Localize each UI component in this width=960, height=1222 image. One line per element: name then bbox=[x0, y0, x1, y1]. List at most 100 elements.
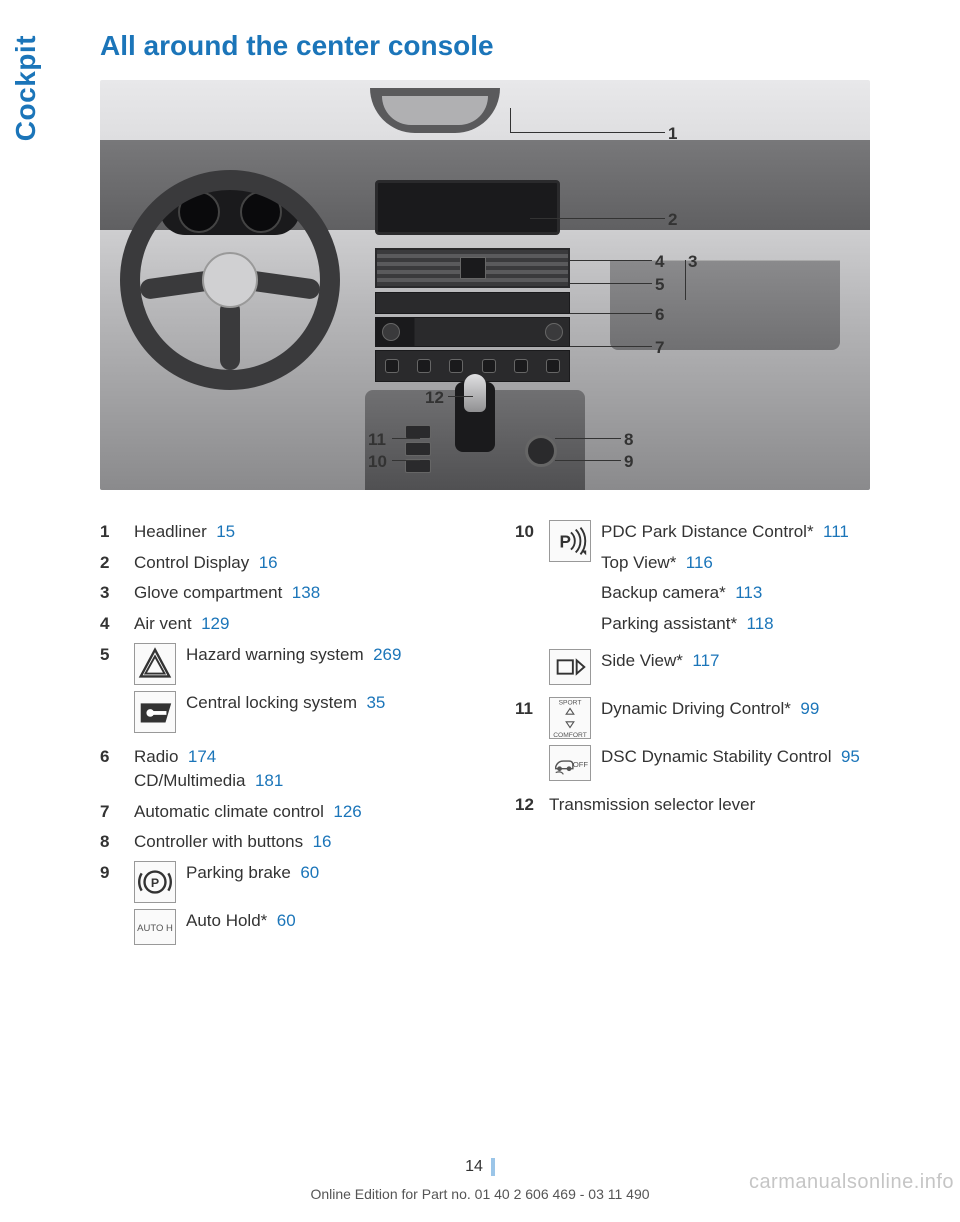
sideview-icon bbox=[549, 649, 591, 685]
diagram-shifter bbox=[455, 382, 495, 452]
legend-number: 8 bbox=[100, 830, 124, 855]
legend-icon-row: AUTO H Auto Hold* 60 bbox=[134, 909, 485, 945]
page-reference[interactable]: 16 bbox=[259, 553, 278, 572]
legend-icon-row: PParking brake 60 bbox=[134, 861, 485, 903]
legend-text: Parking assistant bbox=[601, 614, 730, 633]
legend-text: Auto Hold bbox=[186, 911, 261, 930]
footnote-star: * bbox=[670, 553, 677, 572]
page-reference[interactable]: 181 bbox=[255, 771, 283, 790]
legend-number: 12 bbox=[515, 793, 539, 818]
legend-icon-text: Dynamic Driving Control* 99 bbox=[601, 697, 900, 728]
page-reference[interactable]: 174 bbox=[188, 747, 216, 766]
page-reference[interactable]: 95 bbox=[841, 747, 860, 766]
page-reference[interactable]: 117 bbox=[692, 651, 719, 670]
legend-text: Dynamic Driving Control bbox=[601, 699, 784, 718]
section-tab: Cockpit bbox=[10, 35, 42, 141]
legend-body: PParking brake 60 AUTO H Auto Hold* 60 bbox=[134, 861, 485, 951]
legend-left-column: 1Headliner 15 2 Control Display 16 3 Glove c… bbox=[100, 520, 485, 957]
pdc-icon: P bbox=[549, 520, 591, 562]
callout-11: 11 bbox=[368, 430, 386, 450]
page-reference[interactable]: 129 bbox=[201, 614, 229, 633]
page-reference[interactable]: 116 bbox=[686, 553, 713, 572]
legend-entry: 11SPORTCOMFORTDynamic Driving Control* 9… bbox=[515, 697, 900, 787]
legend-entry: 3 Glove compartment 138 bbox=[100, 581, 485, 606]
footnote-star: * bbox=[730, 614, 737, 633]
legend-number: 3 bbox=[100, 581, 124, 606]
legend-icon-text: Auto Hold* 60 bbox=[186, 909, 485, 934]
legend-number: 10 bbox=[515, 520, 539, 691]
page-reference[interactable]: 113 bbox=[735, 583, 762, 602]
page-number: 14 bbox=[465, 1158, 495, 1176]
legend-body: Headliner 15 bbox=[134, 520, 485, 545]
legend-entry: 10PPDC Park Distance Con­trol* 111Top Vi… bbox=[515, 520, 900, 691]
legend-text: Transmission selector lever bbox=[549, 795, 755, 814]
page-reference[interactable]: 16 bbox=[313, 832, 332, 851]
legend-text: Control Display bbox=[134, 553, 249, 572]
legend-number: 5 bbox=[100, 643, 124, 739]
legend-line: Automatic climate control 126 bbox=[134, 800, 485, 825]
legend-text: Side View bbox=[601, 651, 676, 670]
svg-text:P: P bbox=[151, 876, 159, 890]
legend-entry: 12 Transmission selector lever bbox=[515, 793, 900, 818]
legend-body: Control Display 16 bbox=[134, 551, 485, 576]
legend-entry: 1Headliner 15 bbox=[100, 520, 485, 545]
legend-right-column: 10PPDC Park Distance Con­trol* 111Top Vi… bbox=[515, 520, 900, 957]
legend-text: DSC Dynamic Stability Con­trol bbox=[601, 747, 832, 766]
diagram-button-column bbox=[405, 425, 431, 476]
legend-body: PPDC Park Distance Con­trol* 111Top View… bbox=[549, 520, 900, 691]
legend-icon-row: SPORTCOMFORTDynamic Driving Control* 99 bbox=[549, 697, 900, 739]
callout-3: 3 bbox=[688, 252, 697, 272]
legend-entry: 9PParking brake 60AUTO HAuto Hold* 60 bbox=[100, 861, 485, 951]
legend-number: 6 bbox=[100, 745, 124, 794]
legend-entry: 8Controller with buttons 16 bbox=[100, 830, 485, 855]
legend-entry: 6Radio 174CD/Multimedia 181 bbox=[100, 745, 485, 794]
page-reference[interactable]: 35 bbox=[366, 693, 385, 712]
page-reference[interactable]: 126 bbox=[333, 802, 361, 821]
legend-line: Parking assistant* 118 bbox=[601, 612, 900, 637]
hazard-icon bbox=[134, 643, 176, 685]
callout-12: 12 bbox=[425, 388, 444, 408]
legend-line: Transmission selector lever bbox=[549, 793, 900, 818]
callout-10: 10 bbox=[368, 452, 387, 472]
page-reference[interactable]: 60 bbox=[277, 911, 296, 930]
page-reference[interactable]: 60 bbox=[300, 863, 319, 882]
legend-icon-row: OFF DSC Dynamic Stability Con­trol 95 bbox=[549, 745, 900, 781]
legend-line: Control Display 16 bbox=[134, 551, 485, 576]
diagram-center-stack bbox=[375, 248, 570, 385]
page-reference[interactable]: 99 bbox=[800, 699, 819, 718]
legend-number: 2 bbox=[100, 551, 124, 576]
callout-1: 1 bbox=[668, 124, 677, 144]
svg-text:COMFORT: COMFORT bbox=[553, 732, 587, 739]
legend-entry: 4Air vent 129 bbox=[100, 612, 485, 637]
pbrake-icon: P bbox=[134, 861, 176, 903]
legend-icon-text: Central locking system 35 bbox=[186, 691, 485, 716]
legend-text: Glove compartment bbox=[134, 583, 282, 602]
footnote-star: * bbox=[784, 699, 791, 718]
page-reference[interactable]: 118 bbox=[747, 614, 774, 633]
page-reference[interactable]: 111 bbox=[823, 522, 849, 541]
legend-line: PDC Park Distance Con­trol* 111 bbox=[601, 520, 900, 545]
callout-9: 9 bbox=[624, 452, 633, 472]
watermark: carmanualsonline.info bbox=[749, 1171, 954, 1194]
legend-text: Air vent bbox=[134, 614, 192, 633]
dsc_off-icon: OFF bbox=[549, 745, 591, 781]
center-console-diagram: 124356712111089 bbox=[100, 80, 870, 490]
callout-4: 4 bbox=[655, 252, 664, 272]
page-reference[interactable]: 15 bbox=[216, 522, 235, 541]
page-reference[interactable]: 138 bbox=[292, 583, 320, 602]
legend-icon-text: DSC Dynamic Stability Con­trol 95 bbox=[601, 745, 900, 776]
legend-number: 7 bbox=[100, 800, 124, 825]
legend-body: Air vent 129 bbox=[134, 612, 485, 637]
page-reference[interactable]: 269 bbox=[373, 645, 401, 664]
legend-icon-text: Side View* 117 bbox=[601, 649, 900, 680]
legend-body: Radio 174CD/Multimedia 181 bbox=[134, 745, 485, 794]
svg-text:AUTO H: AUTO H bbox=[137, 923, 173, 934]
legend-line: Side View* 117 bbox=[601, 649, 900, 674]
legend-line: Top View* 116 bbox=[601, 551, 900, 576]
svg-text:OFF: OFF bbox=[573, 759, 589, 768]
legend-text: Central locking system bbox=[186, 693, 357, 712]
diagram-glovebox bbox=[610, 260, 840, 350]
legend-text: Headliner bbox=[134, 522, 207, 541]
legend-text: PDC Park Distance Con­trol bbox=[601, 522, 807, 541]
legend-line: Dynamic Driving Control* 99 bbox=[601, 697, 900, 722]
